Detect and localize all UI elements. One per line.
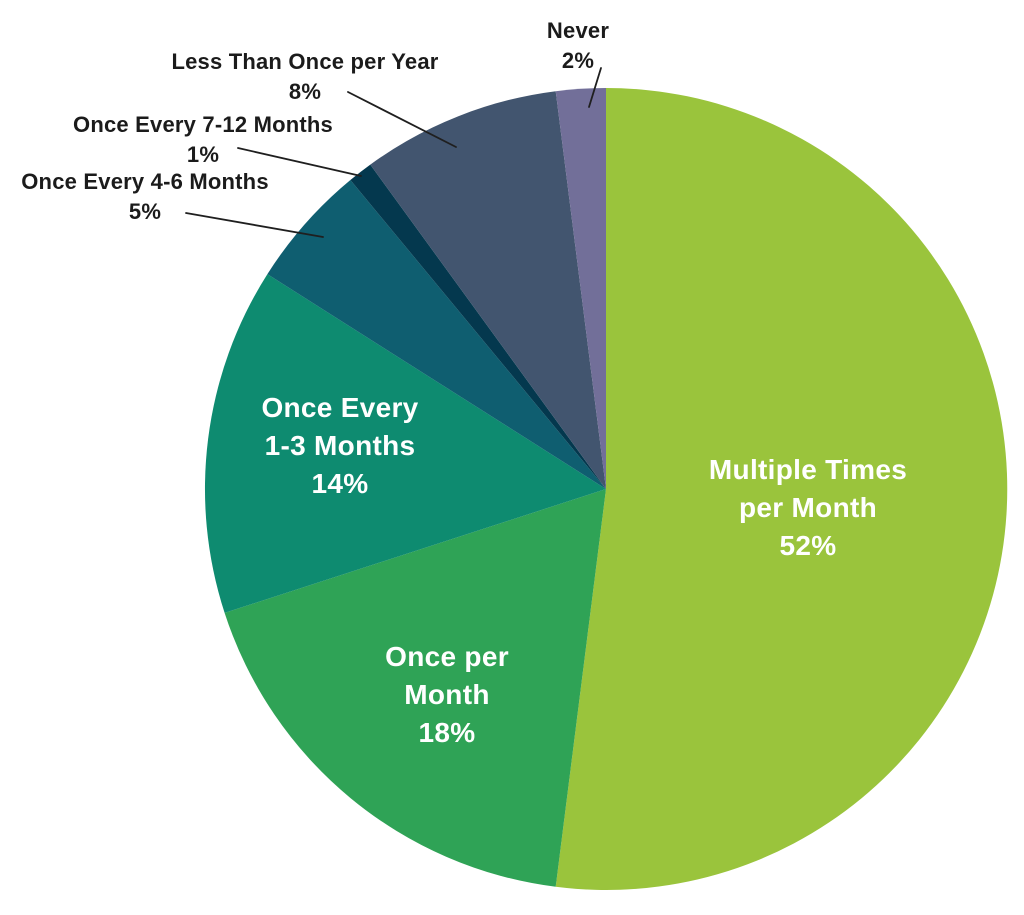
pie-slice-once-every-4-6-months — [267, 180, 606, 489]
slice-label-once-every-4-6-months: Once Every 4-6 Months 5% — [21, 167, 269, 227]
slice-label-once-every-7-12-months: Once Every 7-12 Months 1% — [73, 110, 333, 170]
pie-slices — [204, 87, 1008, 890]
slice-label-less-than-once-per-year: Less Than Once per Year 8% — [171, 47, 438, 107]
pct-label: 5% — [128, 199, 162, 224]
slice-label-never: Never 2% — [547, 16, 609, 76]
leader-line-once-every-4-6-months — [185, 212, 324, 238]
pie-slice-once-every-1-3-months — [204, 274, 606, 613]
pct-label: 52% — [779, 530, 837, 561]
pie-slice-never — [555, 88, 606, 489]
leader-line-never — [588, 67, 602, 108]
pct-label: 18% — [418, 717, 476, 748]
label-line: 1-3 Months — [264, 430, 416, 461]
leader-line-once-every-7-12-months — [237, 147, 362, 177]
label-line: per Month — [738, 492, 878, 523]
label-line: Multiple Times — [708, 454, 908, 485]
leader-lines — [185, 67, 602, 238]
pie-slice-once-per-month — [224, 489, 606, 887]
label-line: Never — [546, 18, 610, 43]
label-line: Month — [404, 679, 490, 710]
slice-label-once-every-1-3-months: Once Every 1-3 Months 14% — [261, 389, 418, 503]
pct-label: 8% — [288, 79, 322, 104]
label-line: Once Every — [261, 392, 419, 423]
pie-slice-multiple-times-per-month — [555, 87, 1008, 890]
pie-slice-once-every-7-12-months — [350, 164, 606, 489]
leader-line-less-than-once-per-year — [347, 91, 457, 148]
pie-slice-less-than-once-per-year — [370, 91, 606, 489]
slice-label-multiple-times-per-month: Multiple Times per Month 52% — [709, 451, 907, 565]
slice-label-once-per-month: Once per Month 18% — [385, 638, 509, 752]
pct-label: 2% — [561, 48, 595, 73]
pct-label: 1% — [186, 142, 220, 167]
label-line: Once per — [385, 641, 509, 672]
pct-label: 14% — [311, 468, 369, 499]
label-line: Once Every 7-12 Months — [73, 112, 333, 137]
label-line: Less Than Once per Year — [171, 49, 439, 74]
label-line: Once Every 4-6 Months — [21, 169, 269, 194]
